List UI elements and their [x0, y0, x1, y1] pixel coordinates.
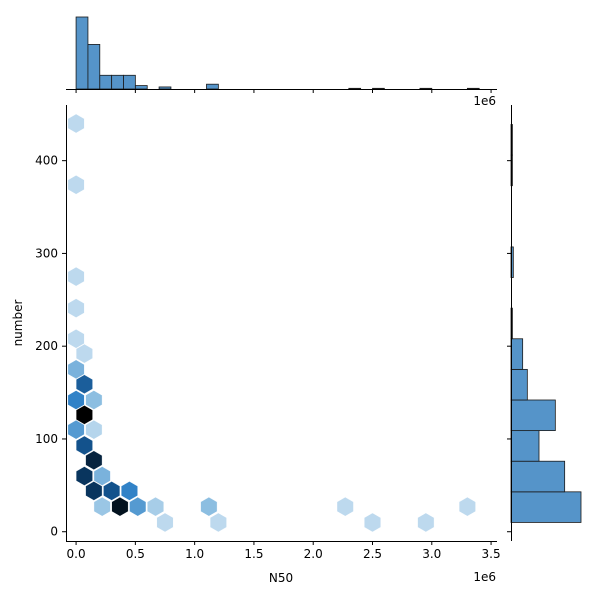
top-hist-bar-7: [206, 83, 219, 90]
hexbin-13: [75, 435, 93, 456]
top-hist-bar-3: [111, 74, 124, 90]
hexbin-23: [147, 496, 164, 517]
hexbin-10: [75, 405, 93, 425]
right-hist-bar-4: [510, 368, 528, 401]
hexbin-30: [417, 512, 435, 533]
x-offset-label: 1e6: [473, 570, 496, 584]
top-hist-bar-4: [123, 74, 136, 90]
hexbin-20: [93, 496, 111, 517]
top-hist-bar-6: [158, 86, 172, 90]
x-tick-label-7: 3.5: [482, 547, 501, 561]
x-axis-label: N50: [269, 571, 293, 585]
top-hist-ticks: [75, 89, 492, 93]
right-hist-bar-5: [510, 338, 524, 370]
y-tick-label-0: 0: [50, 525, 58, 539]
hexbin-27: [156, 512, 174, 533]
hexbin-26: [458, 496, 476, 517]
top-hist-bar-5: [134, 85, 148, 90]
hexbin-layer: [67, 113, 476, 533]
hexbin-28: [209, 512, 227, 533]
hexbin-3: [67, 298, 85, 318]
hexbin-22: [129, 496, 147, 517]
hexbin-21: [111, 496, 129, 517]
x-tick-label-2: 1.0: [185, 547, 204, 561]
right-marginal-histogram: [510, 124, 582, 523]
y-axis-ticks: 0 100 200 300 400: [35, 154, 66, 539]
top-offset-label: 1e6: [473, 94, 496, 108]
hexbin-12: [85, 419, 103, 440]
hexbin-9: [85, 390, 103, 410]
hexbin-2: [67, 266, 85, 287]
x-tick-label-5: 2.5: [363, 547, 382, 561]
hexbin-4: [67, 329, 85, 349]
top-hist-bar-2: [99, 74, 113, 90]
right-hist-bar-1: [510, 460, 566, 493]
x-tick-label-4: 2.0: [304, 547, 323, 561]
right-hist-ticks: [507, 160, 511, 533]
hexbin-14: [85, 450, 103, 471]
y-tick-label-4: 400: [35, 154, 58, 168]
right-hist-bar-2: [510, 430, 540, 462]
top-marginal-histogram: [75, 16, 480, 90]
x-tick-label-0: 0.0: [67, 547, 86, 561]
right-hist-bar-0: [510, 491, 582, 523]
top-hist-bar-1: [87, 44, 101, 90]
top-hist-bar-10: [419, 87, 433, 90]
hexbin-17: [85, 481, 103, 501]
hexbin-16: [93, 466, 111, 486]
top-hist-bar-0: [75, 16, 89, 90]
hexbin-0: [67, 113, 85, 134]
x-tick-label-3: 1.5: [244, 547, 263, 561]
hexbin-8: [67, 390, 85, 410]
top-hist-bar-9: [372, 87, 385, 90]
hexbin-18: [103, 481, 121, 501]
hexbin-29: [364, 512, 381, 533]
hexbin-15: [75, 466, 93, 486]
x-tick-label-1: 0.5: [126, 547, 145, 561]
x-tick-label-6: 3.0: [422, 547, 441, 561]
hexbin-25: [336, 496, 354, 517]
hexbin-7: [75, 374, 93, 394]
hexbin-24: [200, 496, 218, 517]
top-hist-bar-8: [348, 87, 362, 90]
hexbin-19: [121, 481, 138, 501]
y-axis-label: number: [11, 300, 25, 347]
y-tick-label-2: 200: [35, 339, 58, 353]
hexbin-6: [67, 359, 85, 380]
hexbin-11: [67, 419, 85, 440]
y-tick-label-3: 300: [35, 246, 58, 260]
top-hist-bar-11: [466, 87, 480, 90]
x-axis-ticks: 0.0 0.5 1.0 1.5 2.0 2.5 3.0 3.5: [67, 541, 501, 561]
hexbin-5: [75, 343, 93, 364]
y-tick-label-1: 100: [35, 432, 58, 446]
hexbin-1: [67, 175, 85, 195]
right-hist-bar-3: [510, 399, 556, 432]
